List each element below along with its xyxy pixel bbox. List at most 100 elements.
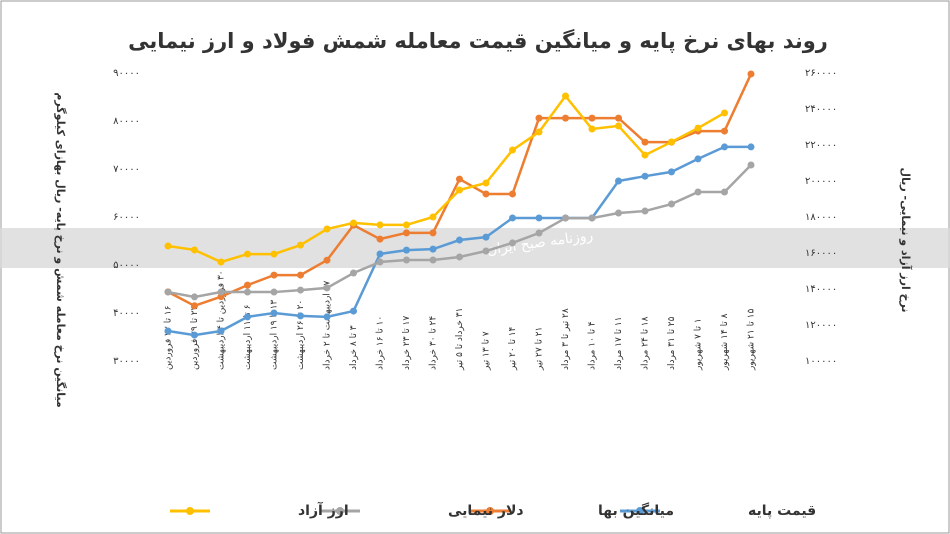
x-tick-label: ۷ تا ۱۳ تیر — [482, 331, 492, 371]
x-tick-label: ۳۰ فروردین تا ۴ اردیبهشت — [217, 270, 227, 370]
data-point — [615, 209, 622, 217]
y-tick-label: ۹۰۰۰۰ — [113, 68, 140, 79]
data-point — [509, 214, 516, 222]
legend-marker — [336, 507, 344, 515]
data-point — [191, 293, 198, 301]
data-point — [509, 146, 516, 154]
data-point — [350, 307, 357, 315]
y-tick-label: ۶۰۰۰۰ — [113, 212, 140, 223]
data-point — [535, 229, 543, 237]
y-tick-label: ۴۰۰۰۰ — [113, 308, 140, 319]
chart-title: روند بهای نرخ پایه و میانگین قیمت معامله… — [128, 28, 828, 53]
data-point — [562, 92, 569, 100]
data-point — [297, 241, 304, 249]
data-point — [562, 214, 569, 222]
data-point — [668, 168, 675, 176]
y-tick-label: ۳۰۰۰۰ — [113, 356, 140, 367]
x-tick-label: ۸ تا ۱۴ شهریور — [720, 313, 730, 371]
data-point — [270, 271, 278, 279]
data-point — [509, 190, 516, 198]
data-point — [668, 138, 675, 146]
y2-tick-label: ۱۲۰۰۰۰ — [805, 320, 837, 331]
x-tick-label: ۲۰ تا ۲۶ اردیبهشت — [296, 300, 306, 370]
data-point — [721, 127, 728, 135]
y-tick-label: ۷۰۰۰۰ — [113, 164, 140, 175]
y2-axis-label: نرخ ارز آزاد و نیمایی- ریال — [899, 168, 913, 313]
data-point — [191, 331, 198, 339]
data-point — [270, 288, 278, 296]
x-tick-label: ۲۴ تا ۳۰ خرداد — [429, 316, 439, 370]
data-point — [721, 143, 728, 151]
data-point — [270, 309, 278, 317]
data-point — [615, 122, 622, 130]
x-tick-label: ۱ تا ۷ شهریور — [694, 318, 704, 371]
legend-marker — [636, 507, 644, 515]
y-axis-label: میانگین نرخ معامله شمش و نرخ پایه- ریال … — [54, 92, 67, 407]
y-tick-label: ۵۰۰۰۰ — [113, 260, 140, 271]
x-tick-label: ۱۵ تا ۲۱ شهریور — [747, 308, 757, 371]
x-tick-label: ۲۱ تا ۲۷ تیر — [535, 327, 545, 371]
x-tick-label: ۲۵ تا ۳۱ مرداد — [667, 316, 677, 370]
x-tick-label: ۳ تا ۸ خرداد — [349, 325, 359, 370]
data-point — [217, 327, 225, 335]
data-point — [244, 313, 251, 321]
x-tick-label: ۲۸ تیر تا ۳ مرداد — [561, 308, 571, 370]
data-point — [588, 114, 596, 122]
data-point — [482, 247, 490, 255]
legend-marker — [486, 507, 494, 515]
data-point — [429, 213, 437, 221]
data-point — [694, 188, 702, 196]
data-point — [164, 242, 172, 250]
x-tick-label: ۱۰ تا ۱۶ خرداد — [376, 316, 386, 370]
data-point — [164, 327, 172, 335]
series-line — [167, 93, 726, 264]
data-point — [429, 229, 437, 237]
data-point — [217, 288, 225, 296]
x-tick-label: ۴ تا ۱۰ مرداد — [588, 321, 598, 370]
data-point — [350, 219, 357, 227]
data-point — [191, 246, 198, 254]
y2-tick-label: ۲۴۰۰۰۰ — [805, 104, 837, 115]
data-point — [403, 229, 410, 237]
data-point — [376, 258, 384, 266]
x-tick-label: ۱۴ تا ۲۰ تیر — [508, 326, 518, 371]
data-point — [376, 250, 384, 258]
x-tick-label: ۶ تا ۱۱ اردیبهشت — [243, 304, 253, 370]
data-point — [191, 302, 198, 310]
x-tick-label: ۱۳ تا ۱۹ اردیبهشت — [270, 300, 280, 370]
y2-tick-label: ۱۴۰۰۰۰ — [805, 284, 837, 295]
data-point — [244, 281, 251, 289]
data-point — [721, 109, 728, 117]
data-point — [747, 161, 755, 169]
data-point — [482, 190, 490, 198]
x-tick-label: ۲۷ اردیبهشت تا ۲ خرداد — [323, 280, 333, 370]
y-tick-label: ۸۰۰۰۰ — [113, 116, 140, 127]
x-tick-label: ۱۱ تا ۱۷ مرداد — [614, 317, 624, 370]
data-point — [323, 284, 331, 292]
x-tick-label: ۱۷ تا ۲۳ خرداد — [402, 316, 412, 370]
data-point — [615, 114, 622, 122]
data-point — [641, 172, 649, 180]
data-point — [429, 245, 437, 253]
data-point — [323, 256, 331, 264]
data-point — [456, 175, 463, 183]
y2-tick-label: ۲۲۰۰۰۰ — [805, 140, 837, 151]
legend-marker — [186, 507, 194, 515]
data-point — [747, 143, 755, 151]
legend-label: ارز آزاد — [298, 501, 349, 519]
data-point — [641, 138, 649, 146]
data-point — [323, 225, 331, 233]
y2-tick-label: ۲۶۰۰۰۰ — [805, 68, 837, 79]
data-point — [482, 179, 490, 187]
y2-tick-label: ۱۶۰۰۰۰ — [805, 248, 837, 259]
y2-tick-label: ۱۰۰۰۰۰ — [805, 356, 837, 367]
x-tick-label: ۱۶ تا ۲۲ فروردین — [164, 305, 174, 370]
data-point — [217, 258, 225, 266]
data-point — [562, 114, 569, 122]
data-point — [403, 221, 410, 229]
y2-tick-label: ۱۸۰۰۰۰ — [805, 212, 837, 223]
data-point — [403, 246, 410, 254]
x-tick-label: ۳۱ خرداد تا ۵ تیر — [455, 308, 465, 371]
data-point — [456, 236, 463, 244]
